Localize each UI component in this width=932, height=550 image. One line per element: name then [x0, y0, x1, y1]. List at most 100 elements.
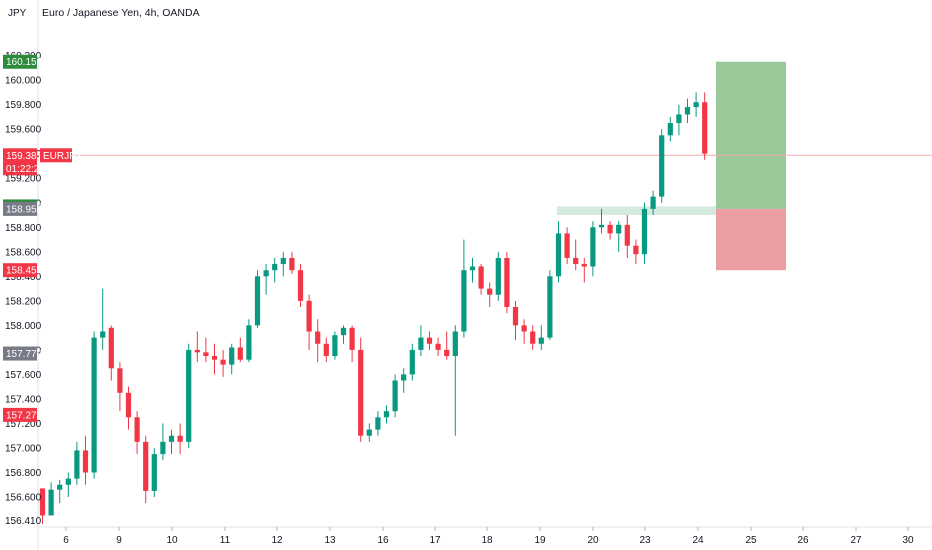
candle: [624, 215, 630, 258]
y-tick-label: 157.000: [5, 443, 42, 454]
price-badge: 01:22:20: [3, 161, 45, 176]
y-tick-label: 158.600: [5, 247, 42, 258]
candle-body: [358, 349, 364, 436]
candle-body: [538, 337, 544, 344]
candle-body: [168, 435, 175, 442]
candle-body: [702, 102, 708, 154]
time-axis[interactable]: 6 9 10 11 12 13 16 17 18 19 20 23 24 25 26 27 30: [63, 527, 914, 546]
candle-body: [659, 135, 665, 197]
candle: [555, 221, 562, 283]
price-badge: 158.450: [3, 263, 43, 278]
x-tick-label: 19: [534, 535, 546, 546]
candle: [340, 325, 347, 344]
currency-label: JPY: [8, 8, 27, 19]
candle: [358, 337, 364, 442]
candle: [530, 325, 536, 350]
candle: [667, 116, 673, 142]
candle: [693, 92, 699, 117]
candle: [659, 129, 665, 203]
candle-body: [512, 306, 519, 326]
target-zone[interactable]: [716, 61, 786, 209]
candle: [229, 343, 235, 375]
candle: [100, 288, 106, 350]
candle-body: [237, 347, 243, 360]
candle: [160, 423, 166, 461]
position-tool[interactable]: [557, 61, 786, 271]
candle: [125, 386, 132, 430]
candle-body: [194, 349, 200, 353]
candle: [82, 435, 89, 485]
candle: [495, 251, 501, 301]
candle: [401, 368, 407, 393]
candle-body: [151, 454, 157, 491]
candle-body: [521, 325, 527, 332]
candle: [375, 411, 381, 436]
y-tick-label: 156.410: [5, 516, 42, 527]
candle: [426, 331, 433, 350]
candle: [134, 411, 140, 455]
candle-body: [220, 359, 226, 365]
x-tick-label: 18: [481, 535, 493, 546]
candle: [117, 362, 123, 412]
candle: [48, 482, 54, 516]
candle-body: [203, 352, 209, 357]
y-tick-label: 158.200: [5, 296, 42, 307]
candle: [633, 239, 639, 265]
candle-body: [487, 288, 493, 295]
candle: [444, 331, 450, 360]
price-badge-bg: [3, 346, 37, 361]
candle-body: [211, 356, 218, 360]
candle: [684, 98, 691, 124]
candle-body: [349, 327, 355, 350]
x-tick-label: 6: [63, 535, 69, 546]
stop-zone[interactable]: [716, 208, 786, 271]
candle-body: [82, 450, 89, 473]
candle: [598, 208, 605, 234]
candle-body: [125, 392, 132, 418]
candle-body: [590, 227, 596, 267]
candle-body: [306, 300, 312, 332]
price-badge-bg: [3, 54, 37, 69]
candle-body: [375, 417, 381, 430]
candle: [418, 325, 424, 357]
candle-body: [530, 331, 536, 344]
entry-zone[interactable]: [557, 206, 716, 216]
price-badges: 160.150159.38701:22:20158.970158.950158.…: [3, 54, 83, 422]
candle-body: [650, 196, 656, 209]
candle: [280, 251, 286, 277]
candle-body: [74, 450, 80, 479]
x-tick-label: 17: [429, 535, 441, 546]
candle-body: [581, 264, 587, 267]
candle: [151, 447, 157, 498]
candle-body: [641, 208, 648, 255]
candle: [272, 257, 278, 283]
candle: [383, 405, 390, 424]
y-tick-label: 160.000: [5, 76, 42, 87]
y-tick-label: 159.200: [5, 174, 42, 185]
price-badge: 160.150: [3, 54, 43, 69]
price-badge-label: 158.950: [6, 204, 43, 215]
candle: [650, 190, 656, 216]
candle: [564, 227, 570, 265]
candle: [297, 264, 304, 307]
x-tick-label: 23: [639, 535, 651, 546]
candle: [39, 488, 46, 524]
candle: [332, 331, 338, 360]
candle-body: [616, 224, 622, 234]
y-tick-label: 156.800: [5, 468, 42, 479]
candle-body: [246, 325, 252, 360]
candle: [702, 92, 708, 160]
price-badge-bg: [3, 263, 37, 278]
candle: [349, 325, 355, 363]
candle-body: [495, 257, 501, 295]
candle: [306, 294, 312, 350]
candle-body: [297, 270, 304, 301]
price-axis[interactable]: 156.410 156.600 156.800 157.000 157.200 157.4…: [5, 51, 42, 527]
x-tick-label: 16: [377, 535, 389, 546]
candle-body: [315, 331, 321, 344]
candle-body: [289, 257, 295, 271]
candle-body: [280, 257, 286, 265]
price-badge: 157.770: [3, 346, 43, 361]
candle-body: [332, 335, 338, 357]
